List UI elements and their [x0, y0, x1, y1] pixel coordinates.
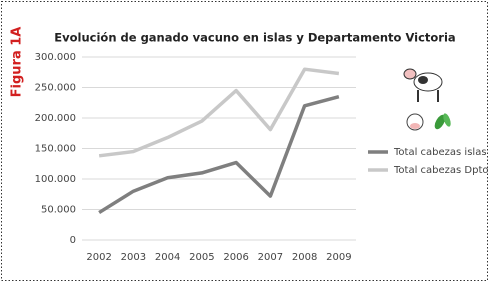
- y-tick-label: 150.000: [35, 144, 76, 155]
- x-tick-label: 2008: [292, 252, 317, 263]
- series-line: [99, 97, 339, 213]
- y-tick-label: 0: [70, 235, 76, 246]
- cow-icon: [404, 69, 442, 102]
- x-tick-label: 2004: [155, 252, 180, 263]
- x-tick-label: 2003: [121, 252, 146, 263]
- cow-face-icon: [407, 114, 423, 130]
- figure-label: Figura 1A: [10, 27, 25, 98]
- y-tick-label: 200.000: [35, 113, 76, 124]
- chart-title: Evolución de ganado vacuno en islas y De…: [54, 31, 455, 45]
- x-tick-label: 2007: [258, 252, 283, 263]
- legend-label: Total cabezas islas: [393, 147, 487, 158]
- chart: Figura 1A Evolución de ganado vacuno en …: [0, 0, 489, 282]
- leaf-icon: [433, 112, 453, 131]
- page: Figura 1A Evolución de ganado vacuno en …: [0, 0, 489, 282]
- y-tick-label: 300.000: [35, 52, 76, 63]
- x-tick-label: 2006: [223, 252, 248, 263]
- x-tick-label: 2009: [326, 252, 351, 263]
- y-tick-label: 100.000: [35, 174, 76, 185]
- legend-label: Total cabezas Dpto: [393, 165, 489, 176]
- y-tick-label: 50.000: [41, 205, 76, 216]
- x-tick-label: 2005: [189, 252, 214, 263]
- x-tick-label: 2002: [86, 252, 111, 263]
- y-tick-label: 250.000: [35, 83, 76, 94]
